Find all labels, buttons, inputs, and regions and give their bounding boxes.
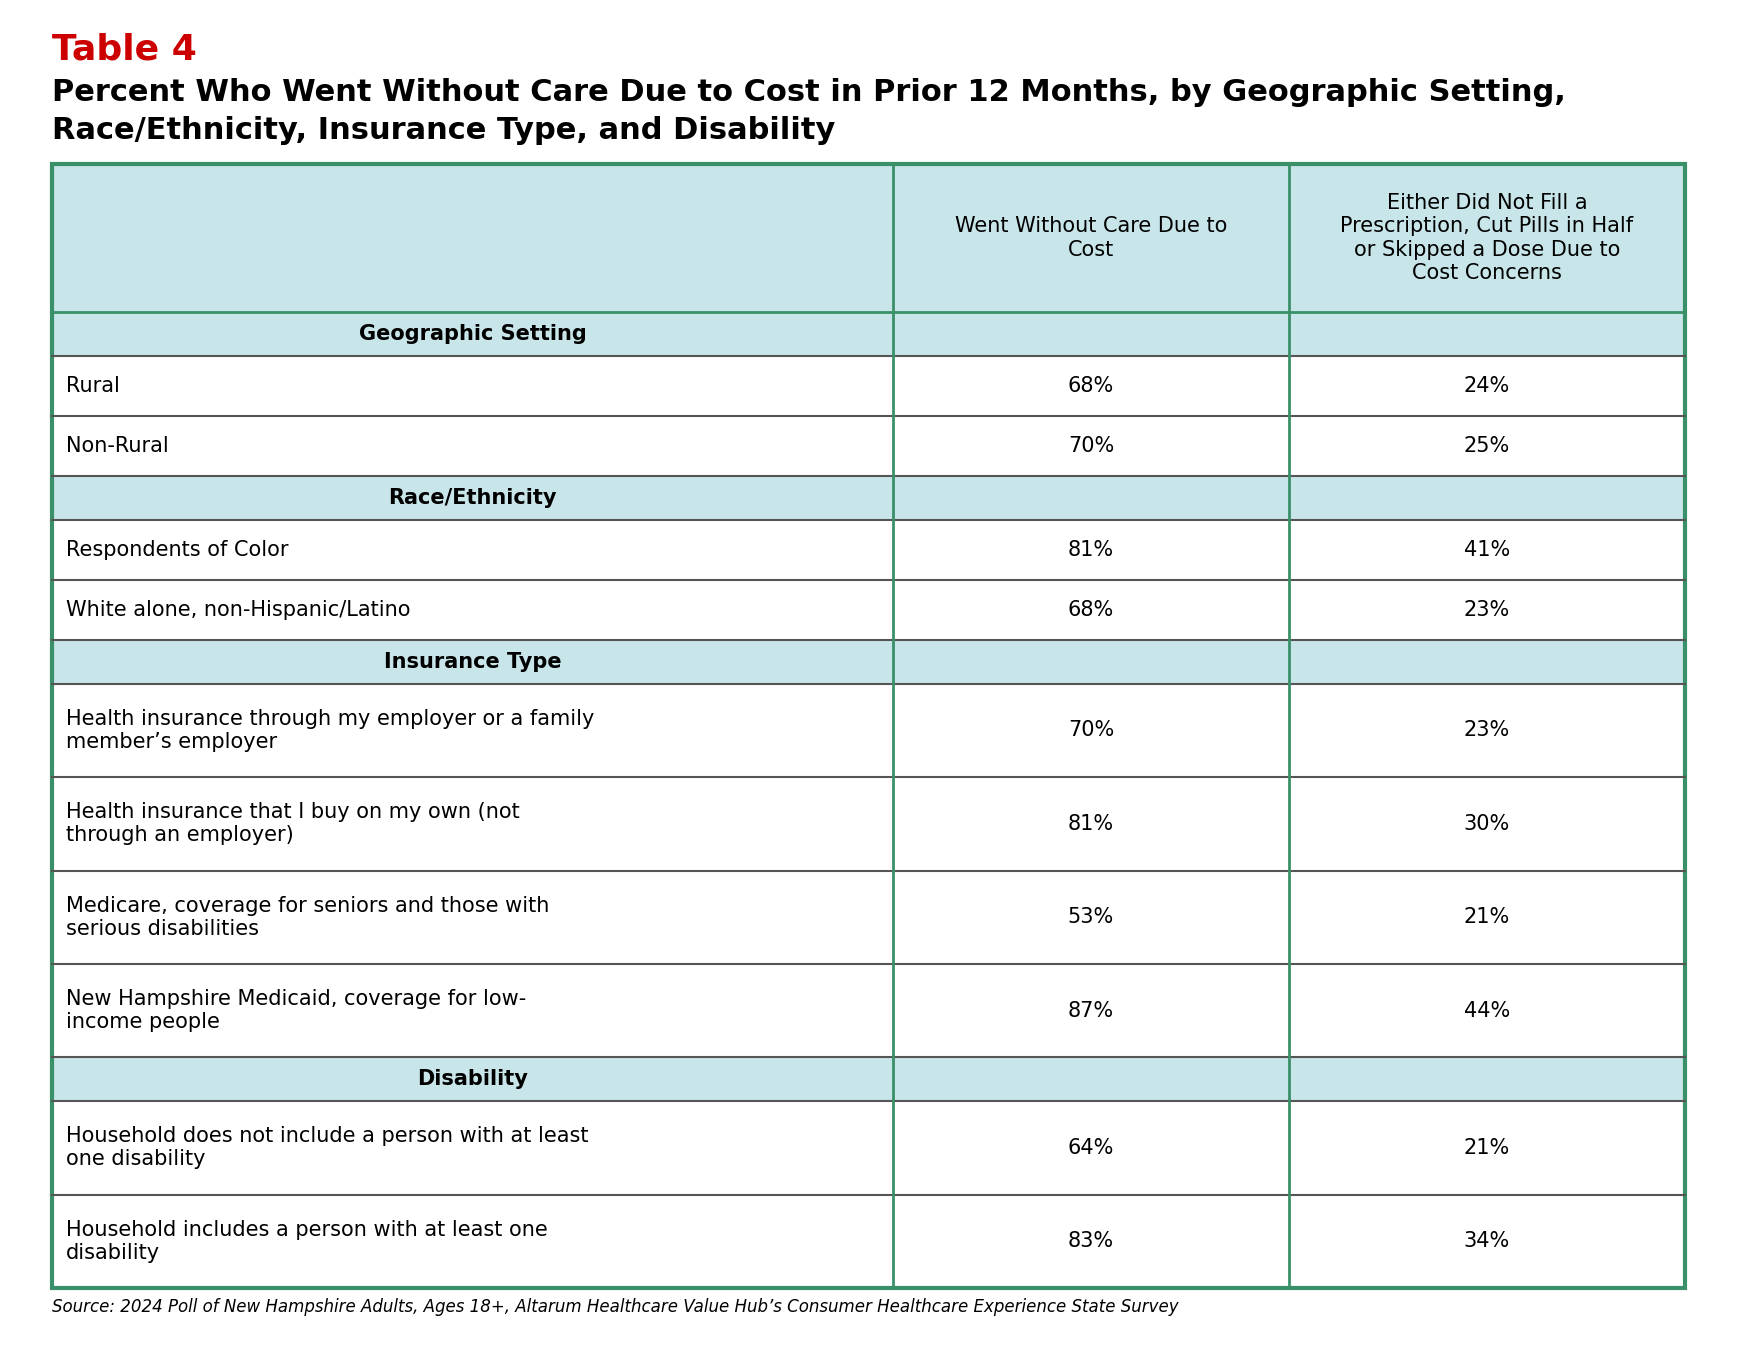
Text: 25%: 25%: [1464, 436, 1509, 456]
Bar: [52, 476, 1685, 520]
Text: 41%: 41%: [1464, 540, 1509, 560]
Text: Household includes a person with at least one
disability: Household includes a person with at leas…: [66, 1219, 547, 1262]
Text: 21%: 21%: [1464, 1138, 1509, 1158]
Text: 34%: 34%: [1464, 1231, 1509, 1252]
Text: 70%: 70%: [1068, 720, 1113, 740]
Text: 68%: 68%: [1068, 376, 1113, 395]
Bar: [52, 965, 1685, 1058]
Text: Table 4: Table 4: [52, 32, 196, 66]
Text: 23%: 23%: [1464, 599, 1509, 620]
Text: 70%: 70%: [1068, 436, 1113, 456]
Text: 87%: 87%: [1068, 1001, 1113, 1020]
Text: 23%: 23%: [1464, 720, 1509, 740]
Text: 24%: 24%: [1464, 376, 1509, 395]
Text: 64%: 64%: [1068, 1138, 1113, 1158]
Text: New Hampshire Medicaid, coverage for low-
income people: New Hampshire Medicaid, coverage for low…: [66, 989, 526, 1032]
Text: Medicare, coverage for seniors and those with
serious disabilities: Medicare, coverage for seniors and those…: [66, 896, 549, 939]
Bar: [52, 640, 1685, 683]
Bar: [52, 313, 1685, 356]
Text: Household does not include a person with at least
one disability: Household does not include a person with…: [66, 1126, 589, 1169]
Text: Non-Rural: Non-Rural: [66, 436, 168, 456]
Text: 53%: 53%: [1068, 908, 1113, 927]
Text: Rural: Rural: [66, 376, 120, 395]
Text: Race/Ethnicity, Insurance Type, and Disability: Race/Ethnicity, Insurance Type, and Disa…: [52, 116, 835, 145]
Text: Respondents of Color: Respondents of Color: [66, 540, 288, 560]
Bar: [52, 1195, 1685, 1288]
Text: 68%: 68%: [1068, 599, 1113, 620]
Bar: [52, 580, 1685, 640]
Bar: [52, 164, 1685, 1288]
Text: Either Did Not Fill a
Prescription, Cut Pills in Half
or Skipped a Dose Due to
C: Either Did Not Fill a Prescription, Cut …: [1341, 193, 1633, 283]
Text: 21%: 21%: [1464, 908, 1509, 927]
Bar: [52, 683, 1685, 777]
Text: Went Without Care Due to
Cost: Went Without Care Due to Cost: [955, 216, 1226, 260]
Text: 44%: 44%: [1464, 1001, 1509, 1020]
Bar: [52, 870, 1685, 965]
Text: White alone, non-Hispanic/Latino: White alone, non-Hispanic/Latino: [66, 599, 410, 620]
Bar: [52, 777, 1685, 870]
Text: 81%: 81%: [1068, 540, 1113, 560]
Text: Source: 2024 Poll of New Hampshire Adults, Ages 18+, Altarum Healthcare Value Hu: Source: 2024 Poll of New Hampshire Adult…: [52, 1298, 1179, 1316]
Text: Disability: Disability: [417, 1069, 528, 1089]
Bar: [52, 415, 1685, 476]
Text: Insurance Type: Insurance Type: [384, 652, 561, 672]
Text: Percent Who Went Without Care Due to Cost in Prior 12 Months, by Geographic Sett: Percent Who Went Without Care Due to Cos…: [52, 78, 1565, 107]
Text: Health insurance that I buy on my own (not
through an employer): Health insurance that I buy on my own (n…: [66, 802, 519, 846]
Text: 30%: 30%: [1464, 815, 1509, 833]
Text: Geographic Setting: Geographic Setting: [358, 323, 587, 344]
Bar: [52, 520, 1685, 580]
Bar: [52, 164, 1685, 313]
Text: Race/Ethnicity: Race/Ethnicity: [389, 488, 558, 507]
Bar: [52, 356, 1685, 415]
Bar: [52, 1101, 1685, 1195]
Text: Health insurance through my employer or a family
member’s employer: Health insurance through my employer or …: [66, 709, 594, 752]
Bar: [52, 1058, 1685, 1101]
Text: 81%: 81%: [1068, 815, 1113, 833]
Text: 83%: 83%: [1068, 1231, 1113, 1252]
